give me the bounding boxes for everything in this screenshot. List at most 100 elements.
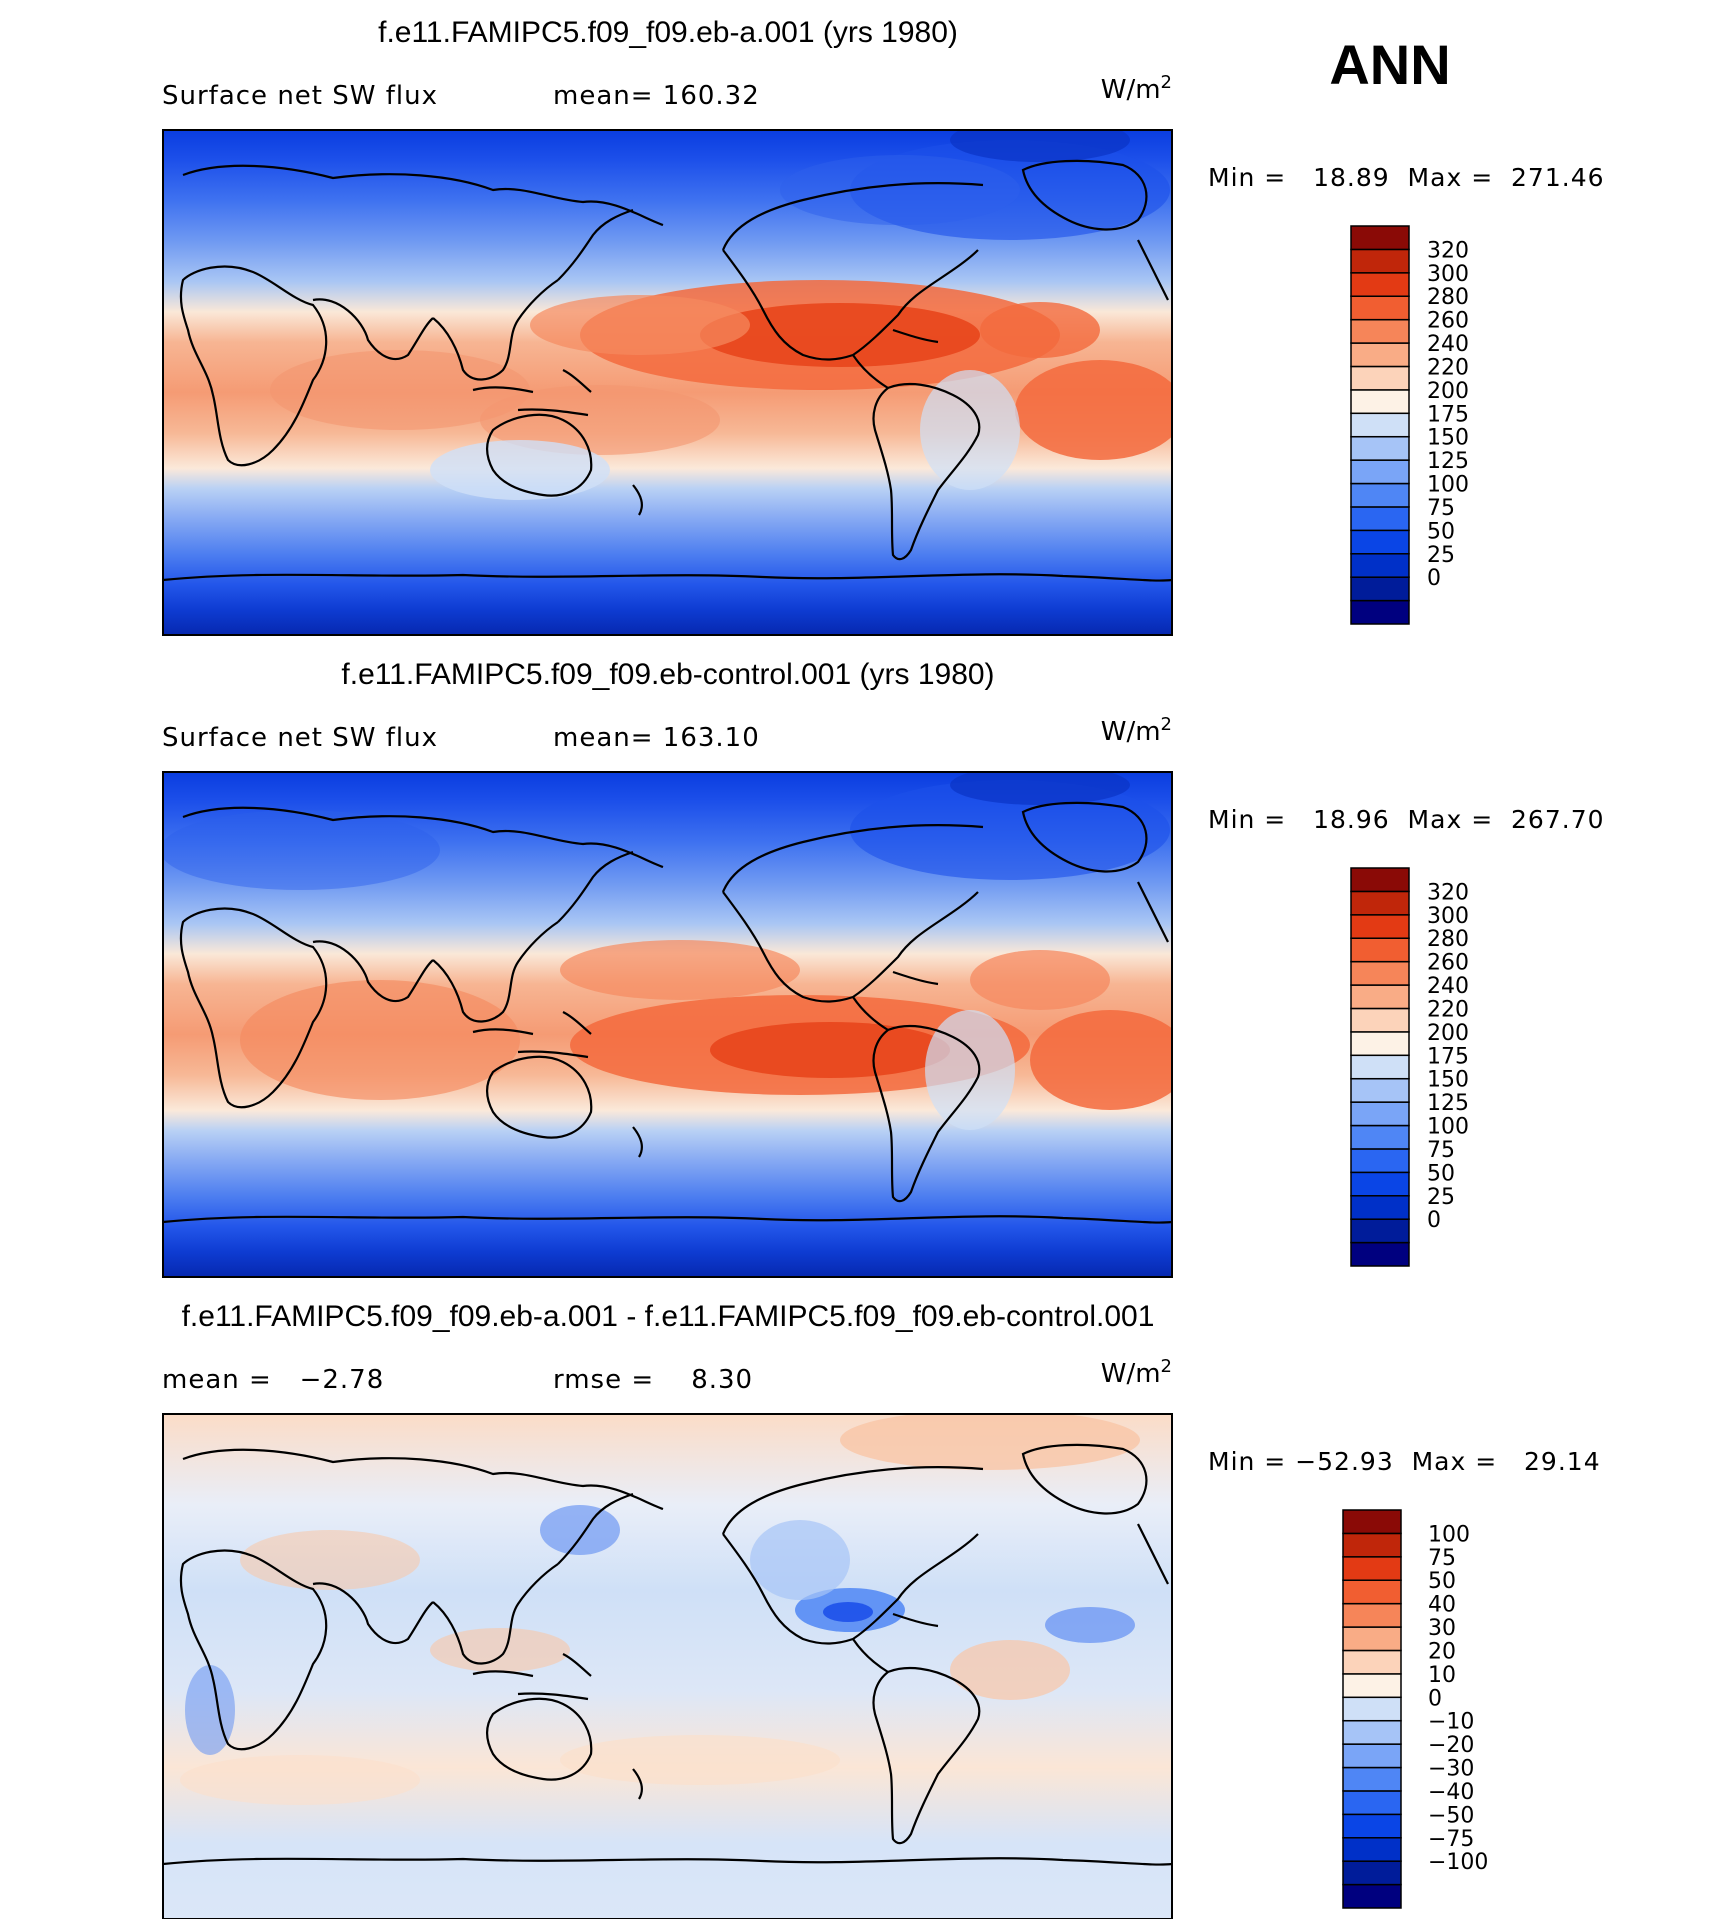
variable-label: Surface net SW flux [162, 81, 438, 111]
colorbar-tick-label: −20 [1428, 1733, 1474, 1758]
season-label: ANN [1329, 33, 1450, 96]
map-frame [162, 1413, 1173, 1919]
colorbar-swatch [1342, 1813, 1402, 1839]
colorbar-swatch [1350, 599, 1410, 625]
minmax-label: Min = −52.93 Max = 29.14 [1208, 1447, 1601, 1476]
colorbar-swatch [1342, 1743, 1402, 1769]
panel-title: f.e11.FAMIPC5.f09_f09.eb-a.001 (yrs 1980… [378, 16, 958, 49]
colorbar-tick-label: 50 [1427, 1161, 1455, 1186]
colorbar-swatch [1350, 867, 1410, 893]
colorbar-tick-label: 260 [1427, 951, 1469, 976]
colorbar-swatch [1350, 272, 1410, 297]
colorbar-tick-label: 240 [1427, 974, 1469, 999]
colorbar-swatch [1342, 1837, 1402, 1862]
colorbar-swatch [1350, 553, 1410, 578]
colorbar-tick-label: 50 [1428, 1569, 1456, 1594]
panel-title: f.e11.FAMIPC5.f09_f09.eb-a.001 - f.e11.F… [182, 1300, 1155, 1333]
map-plot [163, 130, 1172, 635]
colorbar-tick-label: 40 [1428, 1593, 1456, 1618]
colorbar-tick-label: 100 [1428, 1522, 1470, 1547]
colorbar-swatch [1350, 914, 1410, 939]
colorbar-tick-label: 10 [1428, 1663, 1456, 1688]
colorbar-tick-label: 280 [1427, 927, 1469, 952]
mean-label: mean= 160.32 [553, 81, 760, 111]
colorbar-swatch [1350, 890, 1410, 916]
colorbar-tick-label: 175 [1427, 1044, 1469, 1069]
colorbar-tick-label: 125 [1427, 449, 1469, 474]
colorbar-tick-label: 220 [1427, 355, 1469, 380]
map-frame [162, 129, 1173, 636]
colorbar-tick-label: 30 [1428, 1616, 1456, 1641]
colorbar-swatch [1350, 1218, 1410, 1244]
colorbar-tick-label: 150 [1427, 1068, 1469, 1093]
colorbar-swatches [1342, 1509, 1402, 1909]
colorbar-swatches [1350, 867, 1410, 1267]
colorbar-swatch [1350, 342, 1410, 368]
colorbar-tick-label: −10 [1428, 1710, 1474, 1735]
colorbar-swatch [1350, 1077, 1410, 1103]
colorbar-tick-label: 320 [1427, 238, 1469, 263]
colorbar-swatch [1350, 1241, 1410, 1267]
colorbar-swatch [1350, 1101, 1410, 1127]
colorbar-swatch [1350, 295, 1410, 321]
colorbar-swatch [1342, 1766, 1402, 1792]
colorbar-swatch [1342, 1579, 1402, 1605]
colorbar-swatch [1342, 1509, 1402, 1535]
colorbar-tick-label: 25 [1427, 1185, 1455, 1210]
colorbar-swatch [1350, 506, 1410, 532]
colorbar-tick-label: 240 [1427, 332, 1469, 357]
colorbar-swatch [1350, 1124, 1410, 1150]
colorbar-tick-label: 280 [1427, 285, 1469, 310]
colorbar-tick-label: 0 [1427, 566, 1441, 591]
colorbar-tick-label: 50 [1427, 519, 1455, 544]
map-frame [162, 771, 1173, 1278]
mean-label: mean= 163.10 [553, 723, 760, 753]
colorbar-tick-label: 320 [1427, 880, 1469, 905]
colorbar-swatch [1342, 1556, 1402, 1581]
map-plot [163, 1414, 1172, 1919]
colorbar-swatch [1342, 1673, 1402, 1699]
colorbar-tick-label: 0 [1427, 1208, 1441, 1233]
minmax-label: Min = 18.96 Max = 267.70 [1208, 805, 1605, 834]
colorbar-tick-label: 20 [1428, 1639, 1456, 1664]
colorbar-swatch [1350, 1148, 1410, 1174]
colorbar-swatch [1350, 412, 1410, 438]
colorbar-tick-label: −75 [1428, 1827, 1474, 1852]
colorbar-tick-label: 0 [1428, 1686, 1442, 1711]
colorbar-tick-label: 100 [1427, 1115, 1469, 1140]
colorbar-swatch [1350, 1054, 1410, 1080]
colorbar-swatch [1342, 1860, 1402, 1886]
colorbar-swatch [1342, 1602, 1402, 1628]
colorbar-tick-label: 25 [1427, 543, 1455, 568]
panel-2: f.e11.FAMIPC5.f09_f09.eb-control.001 (yr… [162, 658, 1605, 1278]
units-label: W/m2 [1101, 714, 1172, 747]
colorbar-swatch [1350, 960, 1410, 986]
panel-3: f.e11.FAMIPC5.f09_f09.eb-a.001 - f.e11.F… [162, 1300, 1601, 1919]
colorbar-swatch [1350, 389, 1410, 415]
colorbar-tick-label: 300 [1427, 262, 1469, 287]
colorbar-swatches [1350, 225, 1410, 625]
colorbar-tick-label: 75 [1428, 1546, 1456, 1571]
colorbar-swatch [1350, 459, 1410, 485]
colorbar-swatch [1350, 318, 1410, 344]
colorbar-tick-label: 75 [1427, 496, 1455, 521]
colorbar-tick-label: 175 [1427, 402, 1469, 427]
colorbar-tick-label: −50 [1428, 1803, 1474, 1828]
colorbar-swatch [1350, 435, 1410, 461]
rmse-label: rmse = 8.30 [553, 1365, 753, 1395]
panel-title: f.e11.FAMIPC5.f09_f09.eb-control.001 (yr… [341, 658, 994, 691]
map-plot [163, 772, 1172, 1277]
variable-label: Surface net SW flux [162, 723, 438, 753]
colorbar-tick-label: 260 [1427, 309, 1469, 334]
units-label: W/m2 [1101, 72, 1172, 105]
colorbar-tick-label: −40 [1428, 1780, 1474, 1805]
colorbar-swatch [1350, 1031, 1410, 1057]
minmax-label: Min = 18.89 Max = 271.46 [1208, 163, 1605, 192]
colorbar-tick-label: 220 [1427, 997, 1469, 1022]
colorbar-swatch [1350, 225, 1410, 251]
